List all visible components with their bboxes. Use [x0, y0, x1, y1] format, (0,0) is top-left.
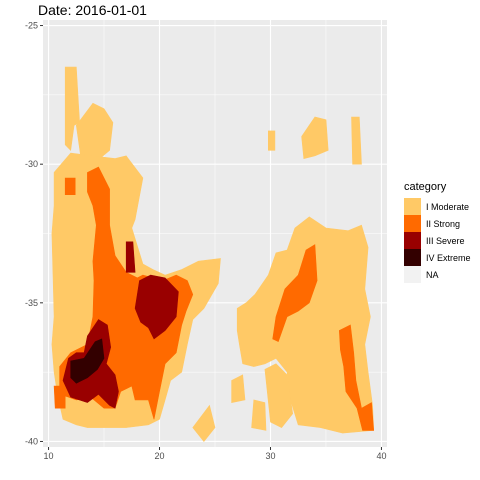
region-ii-strong — [64, 177, 76, 195]
x-tick-label: 40 — [376, 451, 386, 461]
region-iv-extreme — [70, 338, 105, 384]
region-i-moderate — [251, 399, 267, 431]
region-ii-strong — [338, 324, 375, 431]
region-i-moderate — [267, 130, 276, 151]
region-ii-strong — [53, 385, 66, 409]
legend: category I Moderate II Strong III Severe… — [404, 181, 471, 283]
legend-label-moderate: I Moderate — [426, 201, 470, 212]
legend-label-na: NA — [426, 269, 439, 280]
region-iii-severe — [134, 274, 179, 340]
legend-item-na: NA — [404, 266, 471, 283]
legend-label-severe: III Severe — [426, 235, 465, 246]
legend-title: category — [404, 181, 447, 193]
legend-item-severe: III Severe — [404, 232, 471, 249]
legend-item-strong: II Strong — [404, 215, 471, 232]
region-i-moderate — [64, 66, 80, 151]
legend-item-extreme: IV Extreme — [404, 249, 471, 266]
chart-title: Date: 2016-01-01 — [38, 2, 147, 18]
legend-swatch-strong — [404, 215, 421, 232]
y-tick-label: -35 — [25, 298, 38, 308]
region-iii-severe — [125, 241, 136, 273]
region-i-moderate — [231, 374, 246, 403]
legend-label-strong: II Strong — [426, 218, 461, 229]
legend-label-extreme: IV Extreme — [426, 252, 471, 263]
x-tick-label: 10 — [44, 451, 54, 461]
legend-item-moderate: I Moderate — [404, 198, 471, 215]
region-i-moderate — [264, 363, 294, 428]
y-tick-label: -30 — [25, 159, 38, 169]
x-tick-label: 20 — [155, 451, 165, 461]
y-tick-label: -40 — [25, 436, 38, 446]
region-i-moderate — [192, 404, 216, 442]
y-tick-label: -25 — [25, 21, 38, 31]
legend-swatch-moderate — [404, 198, 421, 215]
legend-swatch-na — [404, 266, 421, 283]
region-i-moderate — [351, 116, 362, 165]
region-ii-strong — [272, 244, 318, 343]
legend-swatch-severe — [404, 232, 421, 249]
region-i-moderate — [301, 116, 329, 159]
legend-swatch-extreme — [404, 249, 421, 266]
x-tick-label: 30 — [265, 451, 275, 461]
region-i-moderate — [236, 216, 375, 434]
